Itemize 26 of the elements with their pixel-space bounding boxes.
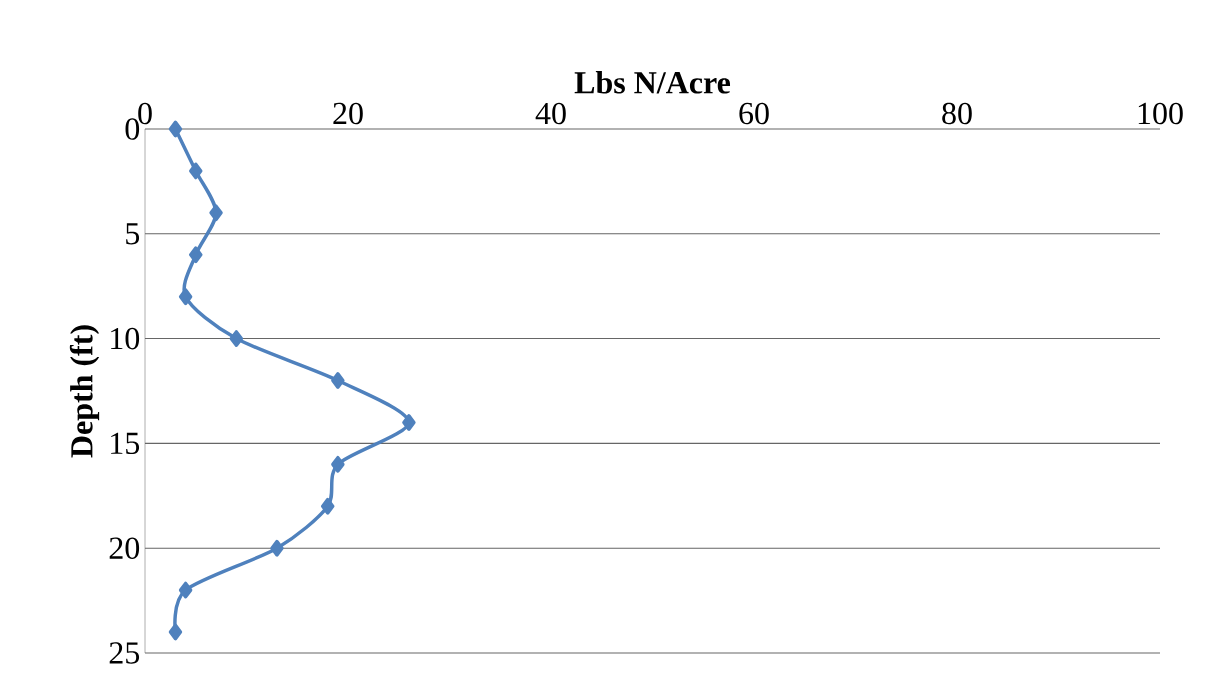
x-axis-title: Lbs N/Acre (574, 71, 731, 94)
y-tick-label: 0 (125, 118, 140, 140)
y-tick-label: 25 (109, 642, 140, 664)
point (320, 497, 335, 515)
point (331, 455, 345, 473)
point (168, 623, 183, 641)
point (189, 246, 203, 264)
point (331, 372, 345, 389)
x-tick-label: 100 (1138, 102, 1183, 125)
point (189, 162, 203, 180)
y-tick-label: 20 (109, 537, 140, 559)
point (178, 581, 193, 599)
y-tick-label: 5 (126, 223, 140, 245)
point (168, 120, 183, 138)
y-axis-title: Depth (ft) (69, 325, 100, 458)
point (209, 204, 223, 222)
x-tick-label: 80 (942, 102, 972, 125)
point (402, 414, 416, 431)
point (229, 330, 244, 347)
x-tick-label: 40 (535, 102, 566, 125)
y-tick-label: 10 (111, 327, 140, 350)
x-tick-label: 60 (739, 102, 769, 125)
x-tick-label: 20 (333, 102, 363, 125)
point (270, 539, 284, 557)
point (178, 288, 193, 306)
y-tick-label: 15 (111, 432, 140, 455)
